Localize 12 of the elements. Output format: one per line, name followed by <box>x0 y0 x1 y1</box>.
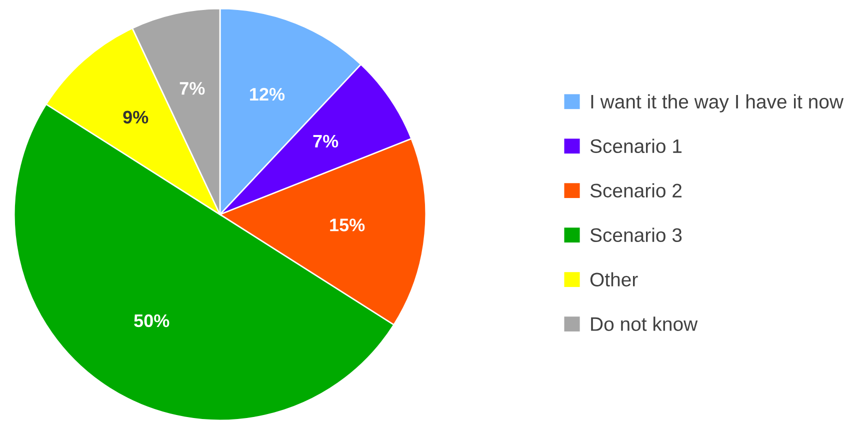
data-label: 9% <box>123 110 148 124</box>
data-label: 50% <box>134 314 170 328</box>
legend-label: Do not know <box>591 316 698 331</box>
legend-label: I want it the way I have it now <box>591 94 844 112</box>
legend-label: Other <box>590 272 638 286</box>
legend-label: Scenario 2 <box>590 183 682 198</box>
data-label: 7% <box>313 134 338 148</box>
data-label: 12% <box>250 88 285 101</box>
data-label: 7% <box>180 82 205 95</box>
data-label: 15% <box>330 218 365 232</box>
legend-label: Scenario 3 <box>590 228 682 242</box>
legend-label: Scenario 1 <box>590 138 682 154</box>
